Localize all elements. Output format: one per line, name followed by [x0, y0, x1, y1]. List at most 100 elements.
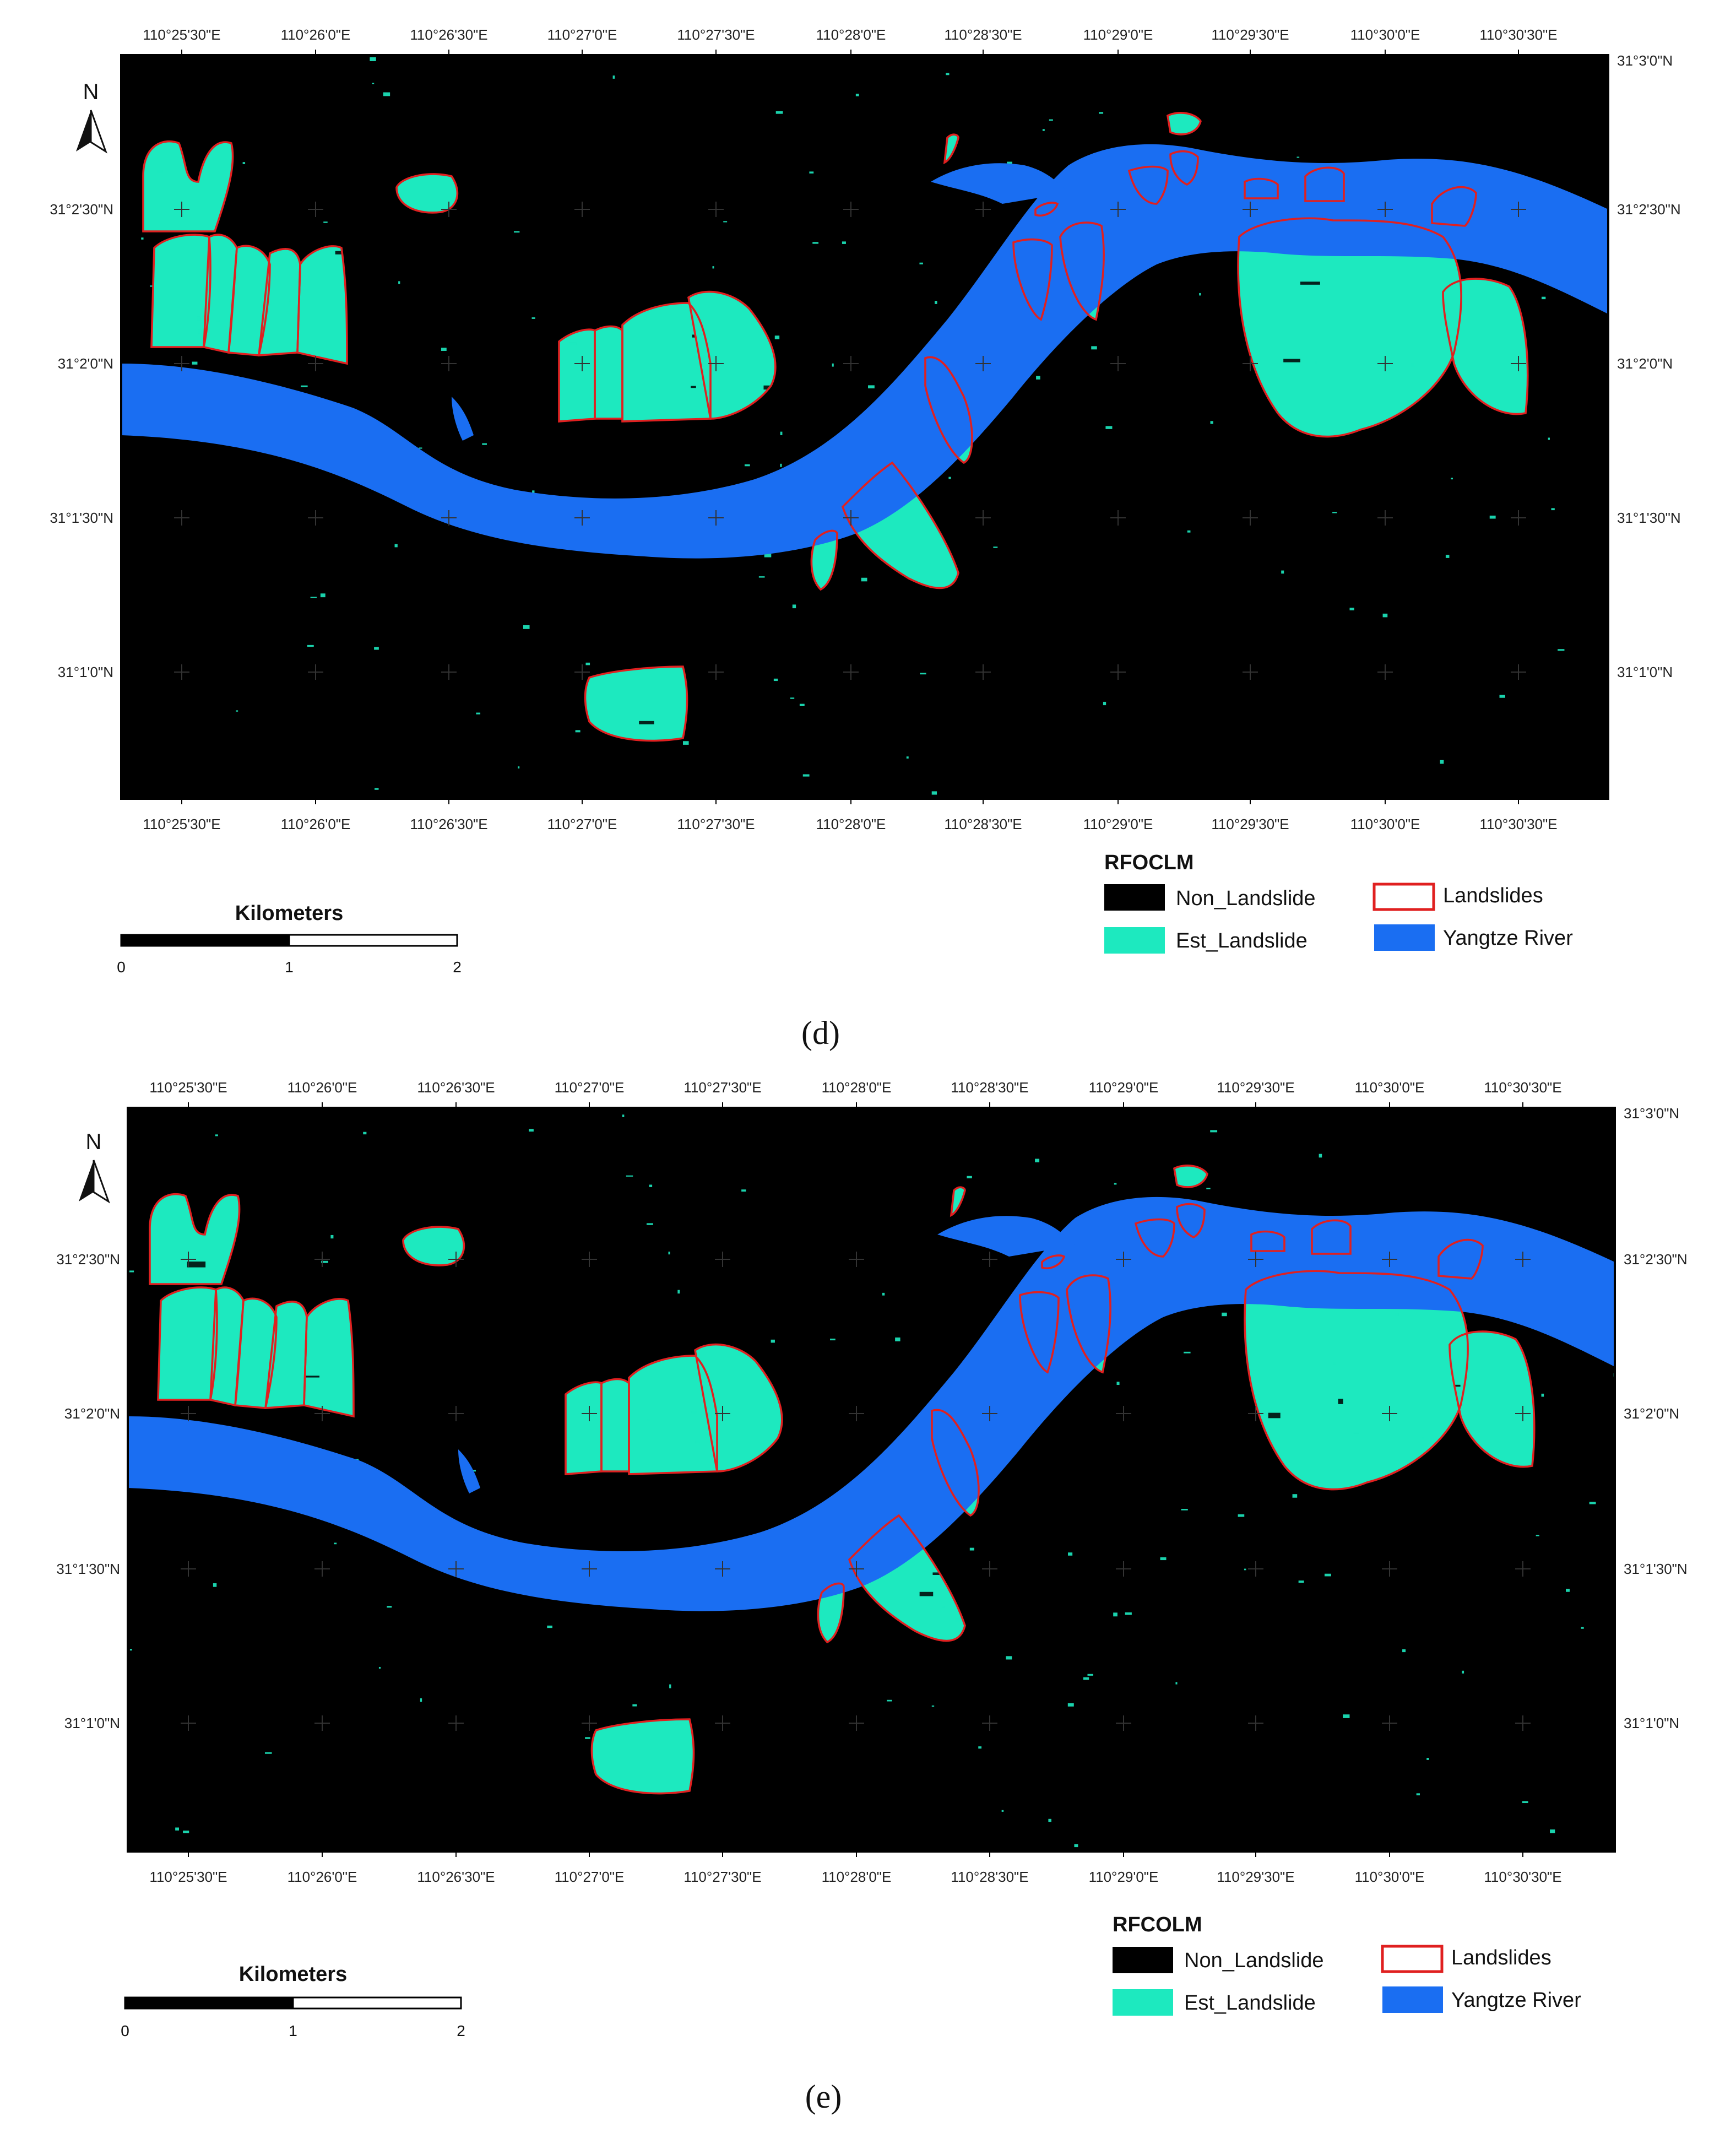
est-landslide-area	[143, 141, 233, 231]
graticule-cross	[1382, 1252, 1397, 1267]
landslide-outline	[810, 529, 838, 591]
graticule-cross	[1248, 1715, 1263, 1731]
graticule-cross	[982, 1406, 997, 1421]
est-landslide-area	[601, 1379, 629, 1471]
longitude-label: 110°26'0"E	[287, 1869, 357, 1885]
est-landslide-area	[1443, 279, 1528, 414]
latitude-label: 31°2'0"N	[1617, 355, 1673, 372]
landslide-outline	[227, 245, 271, 356]
graticule-cross	[1511, 356, 1526, 371]
graticule-cross	[975, 510, 991, 526]
graticule-cross	[181, 1406, 196, 1421]
landslide-outline	[1449, 1330, 1536, 1468]
est-landslide-area	[229, 246, 270, 355]
map-content	[128, 1114, 1616, 1848]
landslide-outline	[1127, 165, 1169, 205]
landslide-outline	[303, 1298, 355, 1418]
longitude-label: 110°28'30"E	[951, 1079, 1028, 1096]
graticule-cross	[448, 1715, 464, 1731]
graticule-cross	[574, 356, 590, 371]
map-content	[121, 57, 1608, 795]
graticule-cross	[1243, 202, 1258, 217]
landslide-outline	[848, 1514, 966, 1642]
longitude-label: 110°27'0"E	[547, 26, 617, 43]
longitude-label: 110°26'30"E	[410, 816, 487, 832]
graticule-cross	[308, 356, 323, 371]
latitude-label: 31°2'30"N	[1617, 201, 1681, 218]
landslide-outline	[1134, 1218, 1175, 1258]
landslide-outline	[943, 133, 959, 165]
legend-label-est-landslide: Est_Landslide	[1184, 1991, 1316, 2015]
longitude-label: 110°25'30"E	[149, 1869, 227, 1885]
graticule-cross	[1382, 1406, 1397, 1421]
landslide-outline	[1237, 217, 1462, 438]
latitude-labels-right: 31°3'0"N 31°2'30"N 31°2'0"N 31°1'30"N 31°1'0…	[1617, 52, 1681, 680]
graticule-cross	[843, 202, 859, 217]
legend-swatch-non-landslide	[1113, 1947, 1173, 1973]
graticule-cross	[181, 1561, 196, 1577]
est-landslide-area	[595, 326, 622, 419]
graticule-cross	[715, 1715, 730, 1731]
longitude-label: 110°29'0"E	[1089, 1079, 1159, 1096]
landslide-outline	[1176, 1203, 1206, 1239]
graticule-cross	[1116, 1406, 1131, 1421]
est-landslide-area	[151, 235, 210, 347]
north-arrow-icon	[76, 110, 91, 151]
graticule-cross	[1515, 1715, 1531, 1731]
longitude-label: 110°26'30"E	[417, 1079, 495, 1096]
landslide-outline	[931, 1409, 980, 1517]
graticule-cross	[708, 664, 724, 680]
landslide-outline	[924, 356, 973, 464]
longitude-labels-bottom: 110°25'30"E 110°26'0"E 110°26'30"E 110°27'0…	[149, 1852, 1562, 1885]
longitude-labels-top: 110°25'30"E 110°26'0"E 110°26'30"E 110°27'0…	[149, 1079, 1562, 1108]
graticule-cross	[1116, 1715, 1131, 1731]
longitude-labels-top: 110°25'30"E 110°26'0"E 110°26'30"E 110°27'0…	[143, 26, 1558, 55]
graticule-cross	[1515, 1406, 1531, 1421]
longitude-label: 110°29'30"E	[1217, 1079, 1294, 1096]
landslide-outline	[841, 461, 959, 589]
longitude-label: 110°29'30"E	[1211, 816, 1289, 832]
latitude-label: 31°2'30"N	[56, 1251, 120, 1268]
landslide-outline	[1244, 1270, 1469, 1491]
longitude-label: 110°28'0"E	[816, 26, 886, 43]
graticule-cross	[181, 1252, 196, 1267]
graticule-cross	[1511, 510, 1526, 526]
graticule-cross	[1248, 1252, 1263, 1267]
legend-title: RFCOLM	[1113, 1913, 1202, 1936]
north-label: N	[86, 1130, 102, 1154]
map-border	[127, 1107, 1616, 1853]
longitude-label: 110°28'0"E	[816, 816, 886, 832]
figure-caption: (e)	[805, 2078, 842, 2115]
graticule-cross	[174, 510, 189, 526]
legend-label-landslides: Landslides	[1443, 884, 1543, 907]
graticule-cross	[1511, 664, 1526, 680]
est-landslide-area	[566, 1382, 601, 1474]
longitude-label: 110°27'30"E	[677, 816, 755, 832]
graticule-cross	[1377, 356, 1393, 371]
graticule-cross	[1243, 356, 1258, 371]
graticule-cross	[174, 664, 189, 680]
graticule-cross	[574, 510, 590, 526]
graticule-cross	[1110, 356, 1126, 371]
landslide-outline	[402, 1226, 465, 1266]
scale-tick-1: 1	[289, 2022, 297, 2039]
landslide-outline	[157, 1286, 218, 1401]
landslide-outline	[1173, 1165, 1208, 1188]
longitude-label: 110°28'30"E	[944, 816, 1022, 832]
graticule-cross	[843, 510, 859, 526]
landslide-outline	[950, 1186, 966, 1217]
landslide-outline	[1311, 1219, 1352, 1255]
longitude-label: 110°26'0"E	[287, 1079, 357, 1096]
longitude-label: 110°29'0"E	[1083, 26, 1153, 43]
est-landslide-area	[397, 174, 458, 213]
longitude-label: 110°30'30"E	[1484, 1869, 1561, 1885]
longitude-label: 110°27'0"E	[547, 816, 617, 832]
landslide-outline	[1304, 166, 1345, 202]
graticule-cross	[308, 202, 323, 217]
map-frame	[127, 1107, 1616, 1853]
landslide-outline	[1059, 221, 1105, 321]
graticule-cross	[1248, 1406, 1263, 1421]
graticule-cross	[308, 510, 323, 526]
longitude-label: 110°25'30"E	[149, 1079, 227, 1096]
graticule-cross	[174, 202, 189, 217]
